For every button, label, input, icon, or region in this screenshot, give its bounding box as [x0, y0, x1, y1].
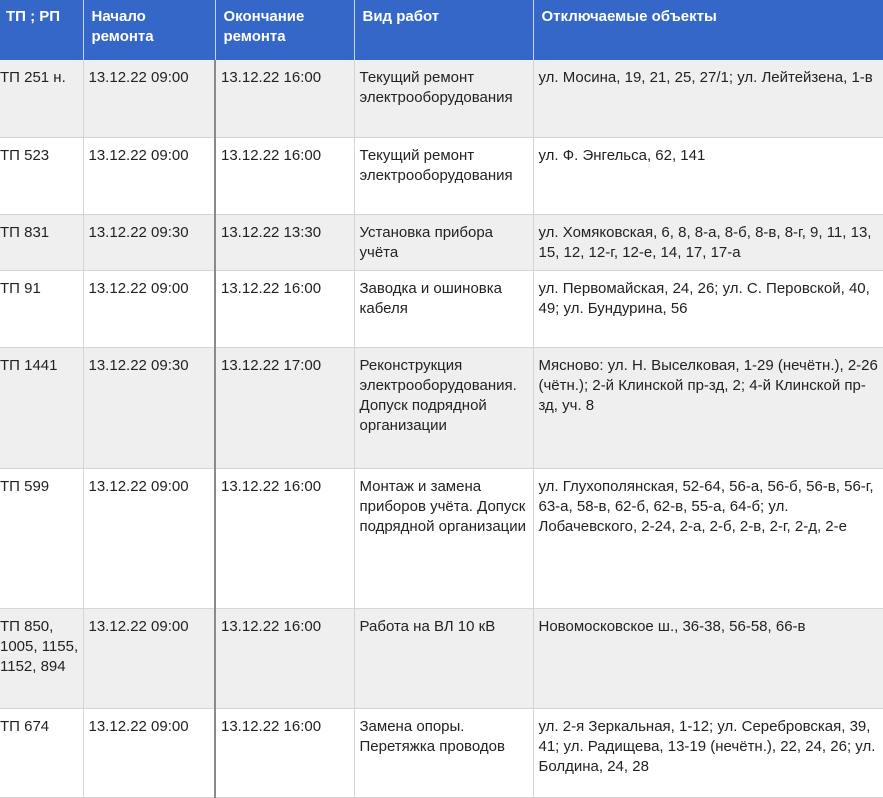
- cell-start: 13.12.22 09:00: [83, 608, 216, 709]
- cell-objects: Мясново: ул. Н. Выселковая, 1-29 (нечётн…: [533, 347, 883, 469]
- cell-tp: ТП 1441: [0, 347, 84, 469]
- header-work-type: Вид работ: [354, 0, 534, 60]
- cell-work-type: Установка прибора учёта: [354, 214, 534, 271]
- cell-tp: ТП 674: [0, 708, 84, 798]
- table-row: ТП 599 13.12.22 09:00 13.12.22 16:00 Монтаж…: [0, 468, 883, 609]
- cell-objects: ул. Глухополянская, 52-64, 56-а, 56-б, 5…: [533, 468, 883, 609]
- cell-objects: ул. Первомайская, 24, 26; ул. С. Перовск…: [533, 270, 883, 348]
- cell-end: 13.12.22 17:00: [214, 347, 355, 469]
- cell-work-type: Текущий ремонт электрооборудования: [354, 137, 534, 215]
- cell-end: 13.12.22 16:00: [214, 468, 355, 609]
- cell-objects: ул. Ф. Энгельса, 62, 141: [533, 137, 883, 215]
- header-objects: Отключаемые объекты: [533, 0, 883, 60]
- cell-work-type: Замена опоры. Перетяжка проводов: [354, 708, 534, 798]
- cell-objects: ул. Хомяковская, 6, 8, 8-а, 8-б, 8-в, 8-…: [533, 214, 883, 271]
- cell-start: 13.12.22 09:00: [83, 137, 216, 215]
- cell-start: 13.12.22 09:00: [83, 270, 216, 348]
- cell-end: 13.12.22 16:00: [214, 137, 355, 215]
- table-row: ТП 831 13.12.22 09:30 13.12.22 13:30 Устано…: [0, 214, 883, 271]
- cell-work-type: Заводка и ошиновка кабеля: [354, 270, 534, 348]
- table-row: ТП 1441 13.12.22 09:30 13.12.22 17:00 Рекон…: [0, 347, 883, 469]
- cell-objects: ул. Мосина, 19, 21, 25, 27/1; ул. Лейтей…: [533, 60, 883, 138]
- table-row: ТП 251 н. 13.12.22 09:00 13.12.22 16:00 Тек…: [0, 60, 883, 138]
- cell-end: 13.12.22 16:00: [214, 270, 355, 348]
- cell-work-type: Монтаж и замена приборов учёта. Допуск п…: [354, 468, 534, 609]
- cell-end: 13.12.22 13:30: [214, 214, 355, 271]
- cell-start: 13.12.22 09:00: [83, 468, 216, 609]
- cell-tp: ТП 850, 1005, 1155, 1152, 894: [0, 608, 84, 709]
- cell-objects: ул. 2-я Зеркальная, 1-12; ул. Серебровск…: [533, 708, 883, 798]
- cell-start: 13.12.22 09:30: [83, 214, 216, 271]
- cell-work-type: Работа на ВЛ 10 кВ: [354, 608, 534, 709]
- cell-start: 13.12.22 09:00: [83, 60, 216, 138]
- cell-start: 13.12.22 09:00: [83, 708, 216, 798]
- table-row: ТП 674 13.12.22 09:00 13.12.22 16:00 Замена…: [0, 708, 883, 798]
- header-start: Начало ремонта: [83, 0, 216, 60]
- table-row: ТП 91 13.12.22 09:00 13.12.22 16:00 Заводка…: [0, 270, 883, 348]
- cell-tp: ТП 91: [0, 270, 84, 348]
- cell-objects: Новомосковское ш., 36-38, 56-58, 66-в: [533, 608, 883, 709]
- table-row: ТП 523 13.12.22 09:00 13.12.22 16:00 Текущи…: [0, 137, 883, 215]
- cell-tp: ТП 251 н.: [0, 60, 84, 138]
- cell-tp: ТП 599: [0, 468, 84, 609]
- cell-work-type: Текущий ремонт электрооборудования: [354, 60, 534, 138]
- cell-end: 13.12.22 16:00: [214, 708, 355, 798]
- header-tp: ТП ; РП: [0, 0, 84, 60]
- table-row: ТП 850, 1005, 1155, 1152, 894 13.12.22 09…: [0, 608, 883, 709]
- table-header-row: ТП ; РП Начало ремонта Окончание ремонта…: [0, 0, 883, 60]
- cell-end: 13.12.22 16:00: [214, 608, 355, 709]
- cell-end: 13.12.22 16:00: [214, 60, 355, 138]
- cell-work-type: Реконструкция электрооборудования. Допус…: [354, 347, 534, 469]
- header-end: Окончание ремонта: [215, 0, 355, 60]
- cell-tp: ТП 831: [0, 214, 84, 271]
- cell-start: 13.12.22 09:30: [83, 347, 216, 469]
- cell-tp: ТП 523: [0, 137, 84, 215]
